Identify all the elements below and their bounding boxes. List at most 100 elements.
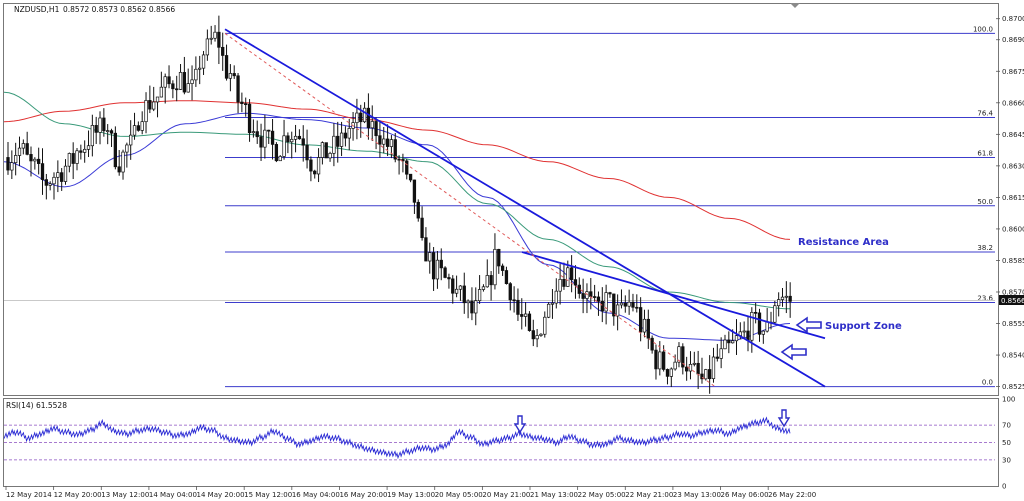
candle-body — [175, 88, 179, 91]
candle-body — [374, 121, 378, 137]
chart-shift-marker-icon[interactable] — [790, 3, 800, 8]
candle-body — [63, 165, 68, 182]
candle-body — [194, 68, 198, 81]
candle-body — [573, 279, 578, 286]
candle-body — [6, 157, 10, 171]
candle-body — [213, 31, 217, 39]
candle-body — [83, 148, 87, 153]
candle-body — [236, 75, 240, 103]
candle-body — [109, 130, 114, 134]
candle-body — [86, 145, 91, 150]
candle-body — [56, 172, 60, 178]
time-tick-label: 16 May 20:00 — [339, 491, 387, 499]
rsi-tick-label: 50 — [1002, 439, 1011, 447]
candle-body — [474, 300, 478, 314]
candle-body — [424, 237, 428, 262]
candle-body — [661, 351, 666, 370]
candle-body — [125, 144, 129, 153]
main-downtrend-line — [224, 28, 826, 388]
candle-body — [562, 278, 566, 287]
time-tick-label: 15 May 12:00 — [244, 491, 292, 499]
rsi-header: RSI(14) 61.5528 — [6, 401, 67, 410]
candle-body — [750, 312, 754, 341]
candle-body — [274, 144, 279, 162]
candle-body — [221, 46, 225, 56]
candle-body — [244, 103, 248, 106]
support-arrow-upper-icon — [795, 316, 822, 334]
candle-body — [48, 183, 52, 186]
fib-label-38.2: 38.2 — [977, 244, 993, 252]
candle-body — [25, 143, 29, 155]
fib-label-50.0: 50.0 — [977, 198, 993, 206]
candle-body — [343, 132, 348, 139]
candle-body — [481, 286, 486, 290]
candle-body — [148, 100, 152, 110]
candle-body — [677, 346, 681, 363]
candle-body — [439, 259, 443, 269]
candle-body — [619, 302, 624, 306]
candle-body — [178, 72, 183, 90]
candle-body — [635, 306, 639, 309]
time-tick-label: 12 May 2014 — [6, 491, 52, 499]
candle-body — [646, 318, 650, 339]
candle-body — [727, 339, 731, 344]
candle-body — [10, 162, 14, 171]
candle-body — [451, 278, 455, 294]
candle-body — [765, 321, 769, 332]
candle-body — [527, 313, 532, 331]
candle-body — [447, 277, 451, 280]
candle-body — [431, 252, 436, 280]
price-tick-label: 0.8555 — [1002, 320, 1024, 328]
time-tick-label: 22 May 05:00 — [578, 491, 626, 499]
candle-body — [17, 147, 22, 156]
candle-body — [550, 302, 555, 305]
price-tick-label: 0.8645 — [1002, 131, 1024, 139]
candle-body — [500, 265, 505, 271]
time-tick-label: 22 May 21:00 — [625, 491, 673, 499]
support-arrow-lower-icon — [780, 343, 807, 361]
price-tick-label: 0.8675 — [1002, 68, 1024, 76]
candle-body — [608, 292, 612, 295]
candle-body — [228, 73, 233, 79]
candle-body — [263, 129, 267, 148]
candle-body — [113, 132, 118, 168]
candle-body — [14, 155, 18, 164]
candle-body — [665, 369, 670, 377]
time-tick-label: 23 May 13:00 — [673, 491, 721, 499]
time-tick-label: 19 May 13:00 — [387, 491, 435, 499]
candle-body — [79, 150, 83, 153]
rsi-tick-label: 0 — [1002, 483, 1006, 491]
rsi-panel — [3, 398, 999, 487]
candle-body — [52, 176, 56, 185]
candle-body — [673, 361, 677, 370]
candle-body — [339, 132, 344, 147]
candle-body — [734, 335, 739, 342]
candle-body — [615, 304, 620, 317]
secondary-trend-line — [521, 251, 826, 340]
candle-body — [186, 83, 190, 93]
candle-body — [539, 333, 543, 336]
candle-body — [106, 130, 110, 132]
candle-body — [784, 295, 788, 298]
rsi-line — [3, 416, 791, 460]
candle-body — [754, 312, 758, 314]
candle-body — [604, 292, 608, 312]
candle-body — [777, 299, 781, 307]
candle-body — [240, 101, 244, 105]
candle-body — [516, 299, 520, 315]
time-tick-label: 26 May 06:00 — [721, 491, 769, 499]
candle-body — [389, 139, 394, 147]
candle-body — [477, 289, 482, 302]
candle-body — [201, 54, 206, 69]
time-tick-label: 14 May 04:00 — [149, 491, 197, 499]
candle-body — [642, 318, 647, 333]
candle-body — [305, 144, 309, 161]
time-tick-label: 16 May 04:00 — [292, 491, 340, 499]
candle-body — [60, 172, 64, 182]
candle-body — [566, 267, 570, 287]
current-price-label: 0.8566 — [1001, 297, 1024, 305]
